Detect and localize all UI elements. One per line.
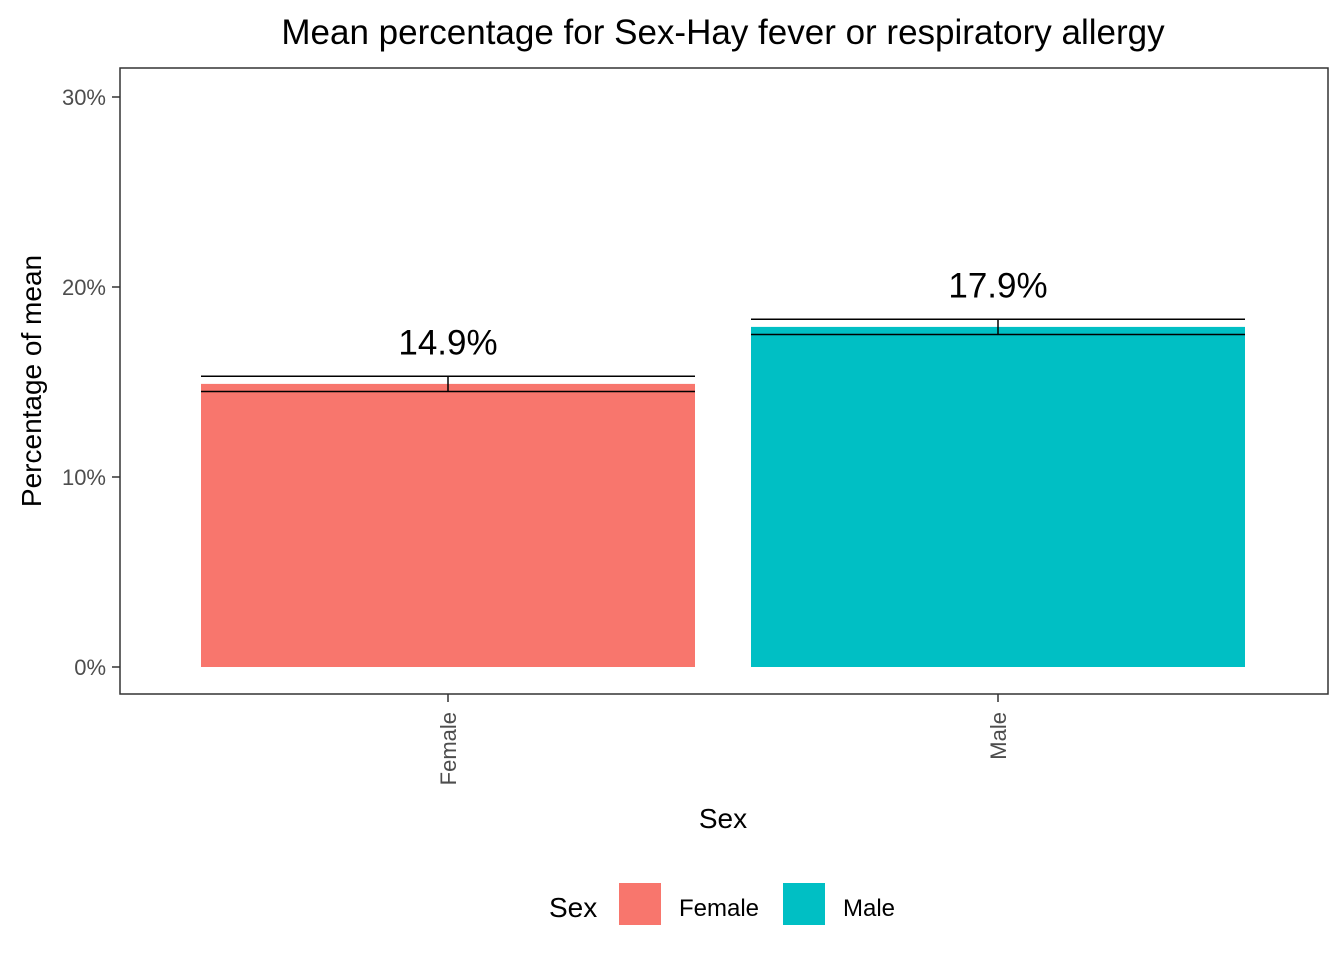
legend-label: Female [679, 895, 759, 922]
legend-title: Sex [549, 892, 597, 923]
y-tick-label: 30% [62, 85, 106, 110]
y-tick-label: 0% [74, 655, 106, 680]
y-axis-title: Percentage of mean [16, 255, 47, 507]
legend-key-female [619, 883, 661, 925]
data-label: 14.9% [398, 323, 497, 362]
x-axis-title: Sex [699, 803, 747, 834]
chart-title: Mean percentage for Sex-Hay fever or res… [281, 13, 1165, 52]
x-tick-label: Male [986, 712, 1011, 760]
x-tick-label: Female [436, 712, 461, 785]
bar-female [201, 383, 695, 667]
legend: Sex Female Male [549, 883, 895, 925]
legend-key-male [783, 883, 825, 925]
y-tick-label: 20% [62, 275, 106, 300]
y-axis: 0% 10% 20% 30% [62, 85, 120, 680]
bars-layer: 14.9% 17.9% [201, 266, 1245, 667]
y-tick-label: 10% [62, 465, 106, 490]
x-axis: Female Male [436, 694, 1011, 785]
legend-label: Male [843, 895, 895, 922]
data-label: 17.9% [948, 266, 1047, 305]
bar-male [751, 326, 1245, 667]
